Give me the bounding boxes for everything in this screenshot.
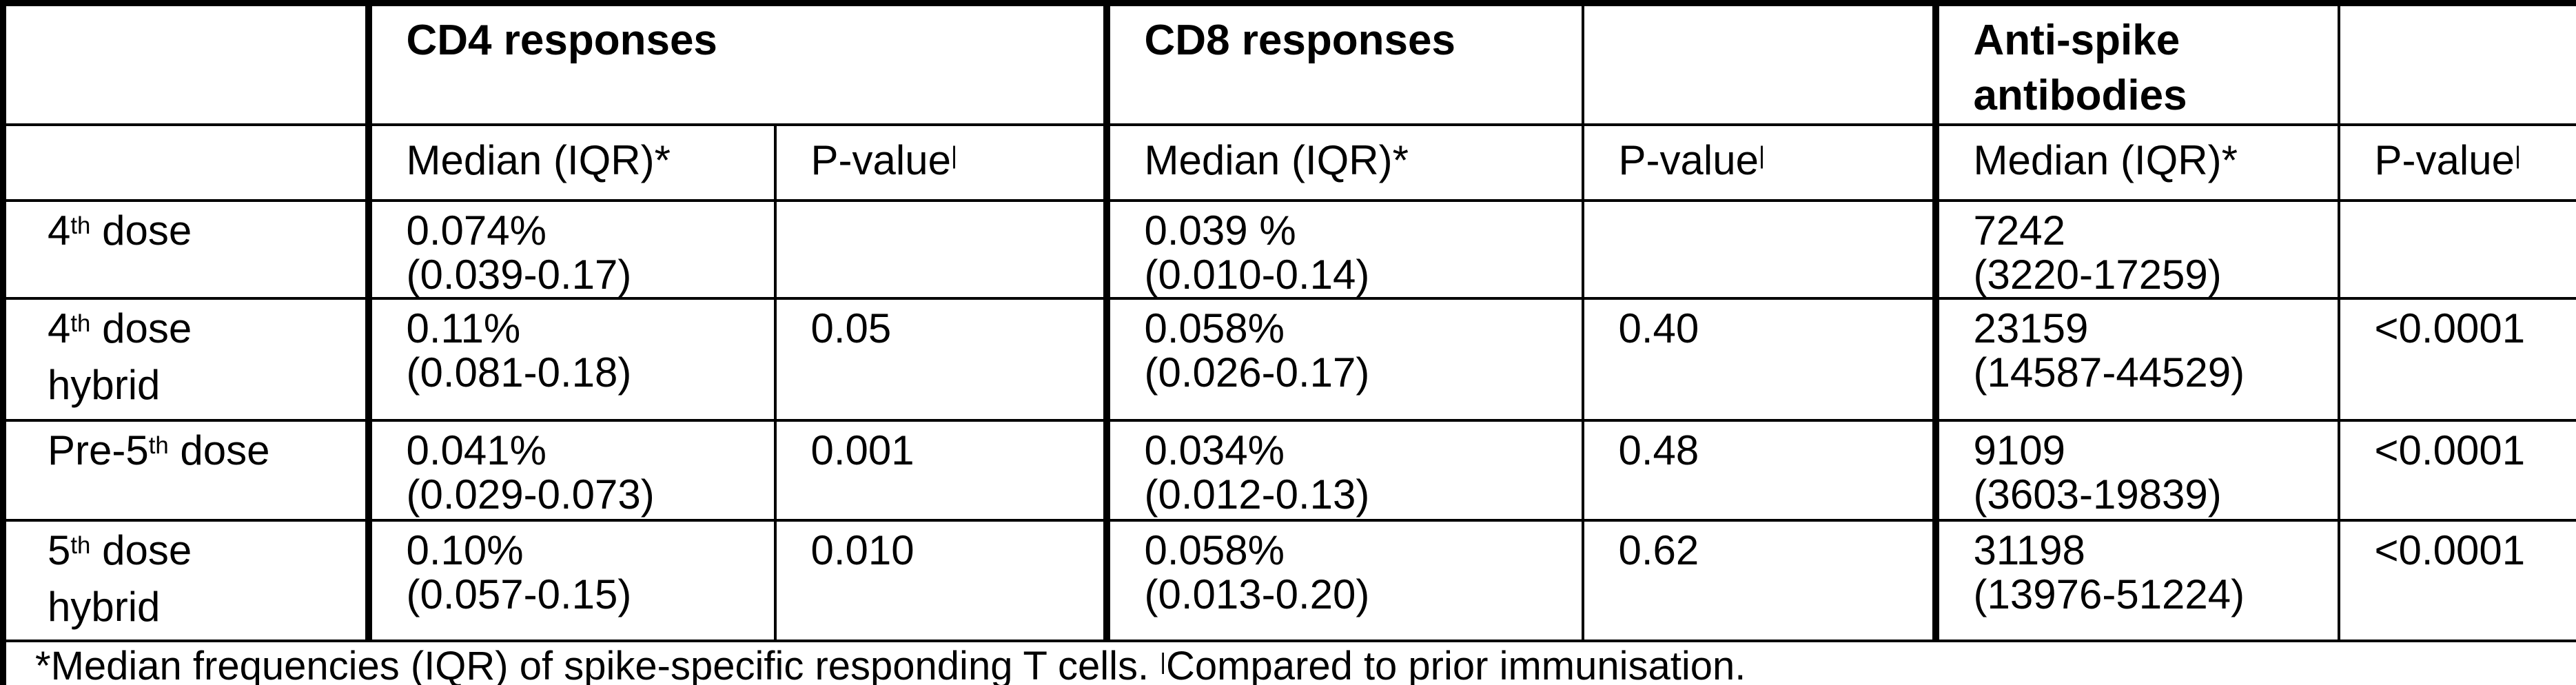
cell-cd8-pvalue: 0.40 <box>1582 298 1939 422</box>
pvalue-label: P-value <box>1618 137 1759 183</box>
footnote-marker: | <box>950 142 957 170</box>
row-label-pre-5th-dose: Pre-5th dose <box>3 420 372 522</box>
header-row-measures: Median (IQR)* P-value| Median (IQR)* P-v… <box>3 125 2576 202</box>
cell-cd8-pvalue <box>1582 201 1939 300</box>
table-row-4th-dose: 4th dose 0.074% (0.039-0.17) 0.039 % (0.… <box>3 201 2576 300</box>
table-row-4th-dose-hybrid: 4th dose hybrid 0.11% (0.081-0.18) 0.05 … <box>3 298 2576 422</box>
pvalue-label: P-value <box>2374 137 2515 183</box>
header-anti-spike-antibodies: Anti-spike antibodies <box>1935 3 2340 126</box>
footnote-row: *Median frequencies (IQR) of spike-speci… <box>3 641 2576 685</box>
median-value: 0.058% <box>1144 527 1285 573</box>
footnote-marker: | <box>1160 648 1167 675</box>
median-value: 0.10% <box>406 527 524 573</box>
cell-cd4-median: 0.10% (0.057-0.15) <box>368 520 777 642</box>
cell-cd8-median: 0.034% (0.012-0.13) <box>1106 420 1584 522</box>
pvalue-label: P-value <box>810 137 951 183</box>
subheader-spike-pvalue: P-value| <box>2338 125 2576 202</box>
iqr-range: (0.012-0.13) <box>1144 471 1370 518</box>
iqr-range: (0.029-0.073) <box>406 471 655 518</box>
median-value: 0.074% <box>406 207 547 254</box>
header-cd8-responses: CD8 responses <box>1106 3 1584 126</box>
subheader-blank-cell <box>3 125 372 202</box>
footnote-text-2: Compared to prior immunisation. <box>1166 644 1746 685</box>
cell-cd4-pvalue: 0.05 <box>775 298 1110 422</box>
iqr-range: (3603-19839) <box>1973 471 2222 518</box>
subheader-cd8-pvalue: P-value| <box>1582 125 1939 202</box>
iqr-range: (14587-44529) <box>1973 349 2245 396</box>
row-label-line1: Pre-5th dose <box>48 427 270 473</box>
iqr-range: (0.081-0.18) <box>406 349 632 396</box>
row-label-5th-dose-hybrid: 5th dose hybrid <box>3 520 372 642</box>
median-value: 0.058% <box>1144 305 1285 351</box>
cell-cd4-median: 0.041% (0.029-0.073) <box>368 420 777 522</box>
cell-spike-pvalue <box>2338 201 2576 300</box>
median-value: 23159 <box>1973 305 2089 351</box>
iqr-range: (3220-17259) <box>1973 252 2222 298</box>
iqr-range: (0.057-0.15) <box>406 571 632 617</box>
cell-cd4-pvalue <box>775 201 1110 300</box>
footnote-text-1: *Median frequencies (IQR) of spike-speci… <box>35 644 1161 685</box>
cell-spike-pvalue: <0.0001 <box>2338 520 2576 642</box>
cell-cd4-pvalue: 0.010 <box>775 520 1110 642</box>
cell-spike-pvalue: <0.0001 <box>2338 420 2576 522</box>
cell-cd8-median: 0.058% (0.026-0.17) <box>1106 298 1584 422</box>
median-value: 0.039 % <box>1144 207 1296 254</box>
subheader-spike-median: Median (IQR)* <box>1935 125 2340 202</box>
footnote-marker: | <box>1758 142 1765 170</box>
cell-spike-median: 7242 (3220-17259) <box>1935 201 2340 300</box>
subheader-cd4-median: Median (IQR)* <box>368 125 777 202</box>
ordinal-suffix: th <box>70 212 91 240</box>
iqr-range: (0.039-0.17) <box>406 252 632 298</box>
iqr-range: (0.013-0.20) <box>1144 571 1370 617</box>
ordinal-suffix: th <box>70 310 91 338</box>
row-label-line2: hybrid <box>48 584 161 630</box>
table-row-pre-5th-dose: Pre-5th dose 0.041% (0.029-0.073) 0.001 … <box>3 420 2576 522</box>
row-label-line1: 4th dose <box>48 305 192 351</box>
subheader-cd4-pvalue: P-value| <box>775 125 1110 202</box>
row-label-line1: 4th dose <box>48 207 192 254</box>
row-label-line2: hybrid <box>48 362 161 408</box>
iqr-range: (0.026-0.17) <box>1144 349 1370 396</box>
cell-cd8-pvalue: 0.62 <box>1582 520 1939 642</box>
iqr-range: (13976-51224) <box>1973 571 2245 617</box>
cell-spike-median: 31198 (13976-51224) <box>1935 520 2340 642</box>
median-value: 9109 <box>1973 427 2065 473</box>
header-cd4-responses: CD4 responses <box>368 3 1110 126</box>
cell-cd4-median: 0.11% (0.081-0.18) <box>368 298 777 422</box>
median-value: 0.11% <box>406 305 521 351</box>
row-label-4th-dose-hybrid: 4th dose hybrid <box>3 298 372 422</box>
cell-cd8-median: 0.039 % (0.010-0.14) <box>1106 201 1584 300</box>
footnote-cell: *Median frequencies (IQR) of spike-speci… <box>3 641 2576 685</box>
header-blank-spike <box>2338 3 2576 126</box>
header-blank-cd8 <box>1582 3 1939 126</box>
cell-cd8-pvalue: 0.48 <box>1582 420 1939 522</box>
median-value: 7242 <box>1973 207 2065 254</box>
median-value: 0.034% <box>1144 427 1285 473</box>
footnote-marker: | <box>2514 142 2521 170</box>
cell-cd4-pvalue: 0.001 <box>775 420 1110 522</box>
subheader-cd8-median: Median (IQR)* <box>1106 125 1584 202</box>
ordinal-suffix: th <box>148 432 169 460</box>
row-label-line1: 5th dose <box>48 527 192 573</box>
cell-spike-median: 23159 (14587-44529) <box>1935 298 2340 422</box>
median-value: 0.041% <box>406 427 547 473</box>
cell-spike-median: 9109 (3603-19839) <box>1935 420 2340 522</box>
cell-cd4-median: 0.074% (0.039-0.17) <box>368 201 777 300</box>
row-label-4th-dose: 4th dose <box>3 201 372 300</box>
ordinal-suffix: th <box>70 532 91 560</box>
corner-blank-cell <box>3 3 372 126</box>
cell-cd8-median: 0.058% (0.013-0.20) <box>1106 520 1584 642</box>
header-row-groups: CD4 responses CD8 responses Anti-spike a… <box>3 3 2576 126</box>
cell-spike-pvalue: <0.0001 <box>2338 298 2576 422</box>
table-row-5th-dose-hybrid: 5th dose hybrid 0.10% (0.057-0.15) 0.010… <box>3 520 2576 642</box>
iqr-range: (0.010-0.14) <box>1144 252 1370 298</box>
median-value: 31198 <box>1973 527 2085 573</box>
